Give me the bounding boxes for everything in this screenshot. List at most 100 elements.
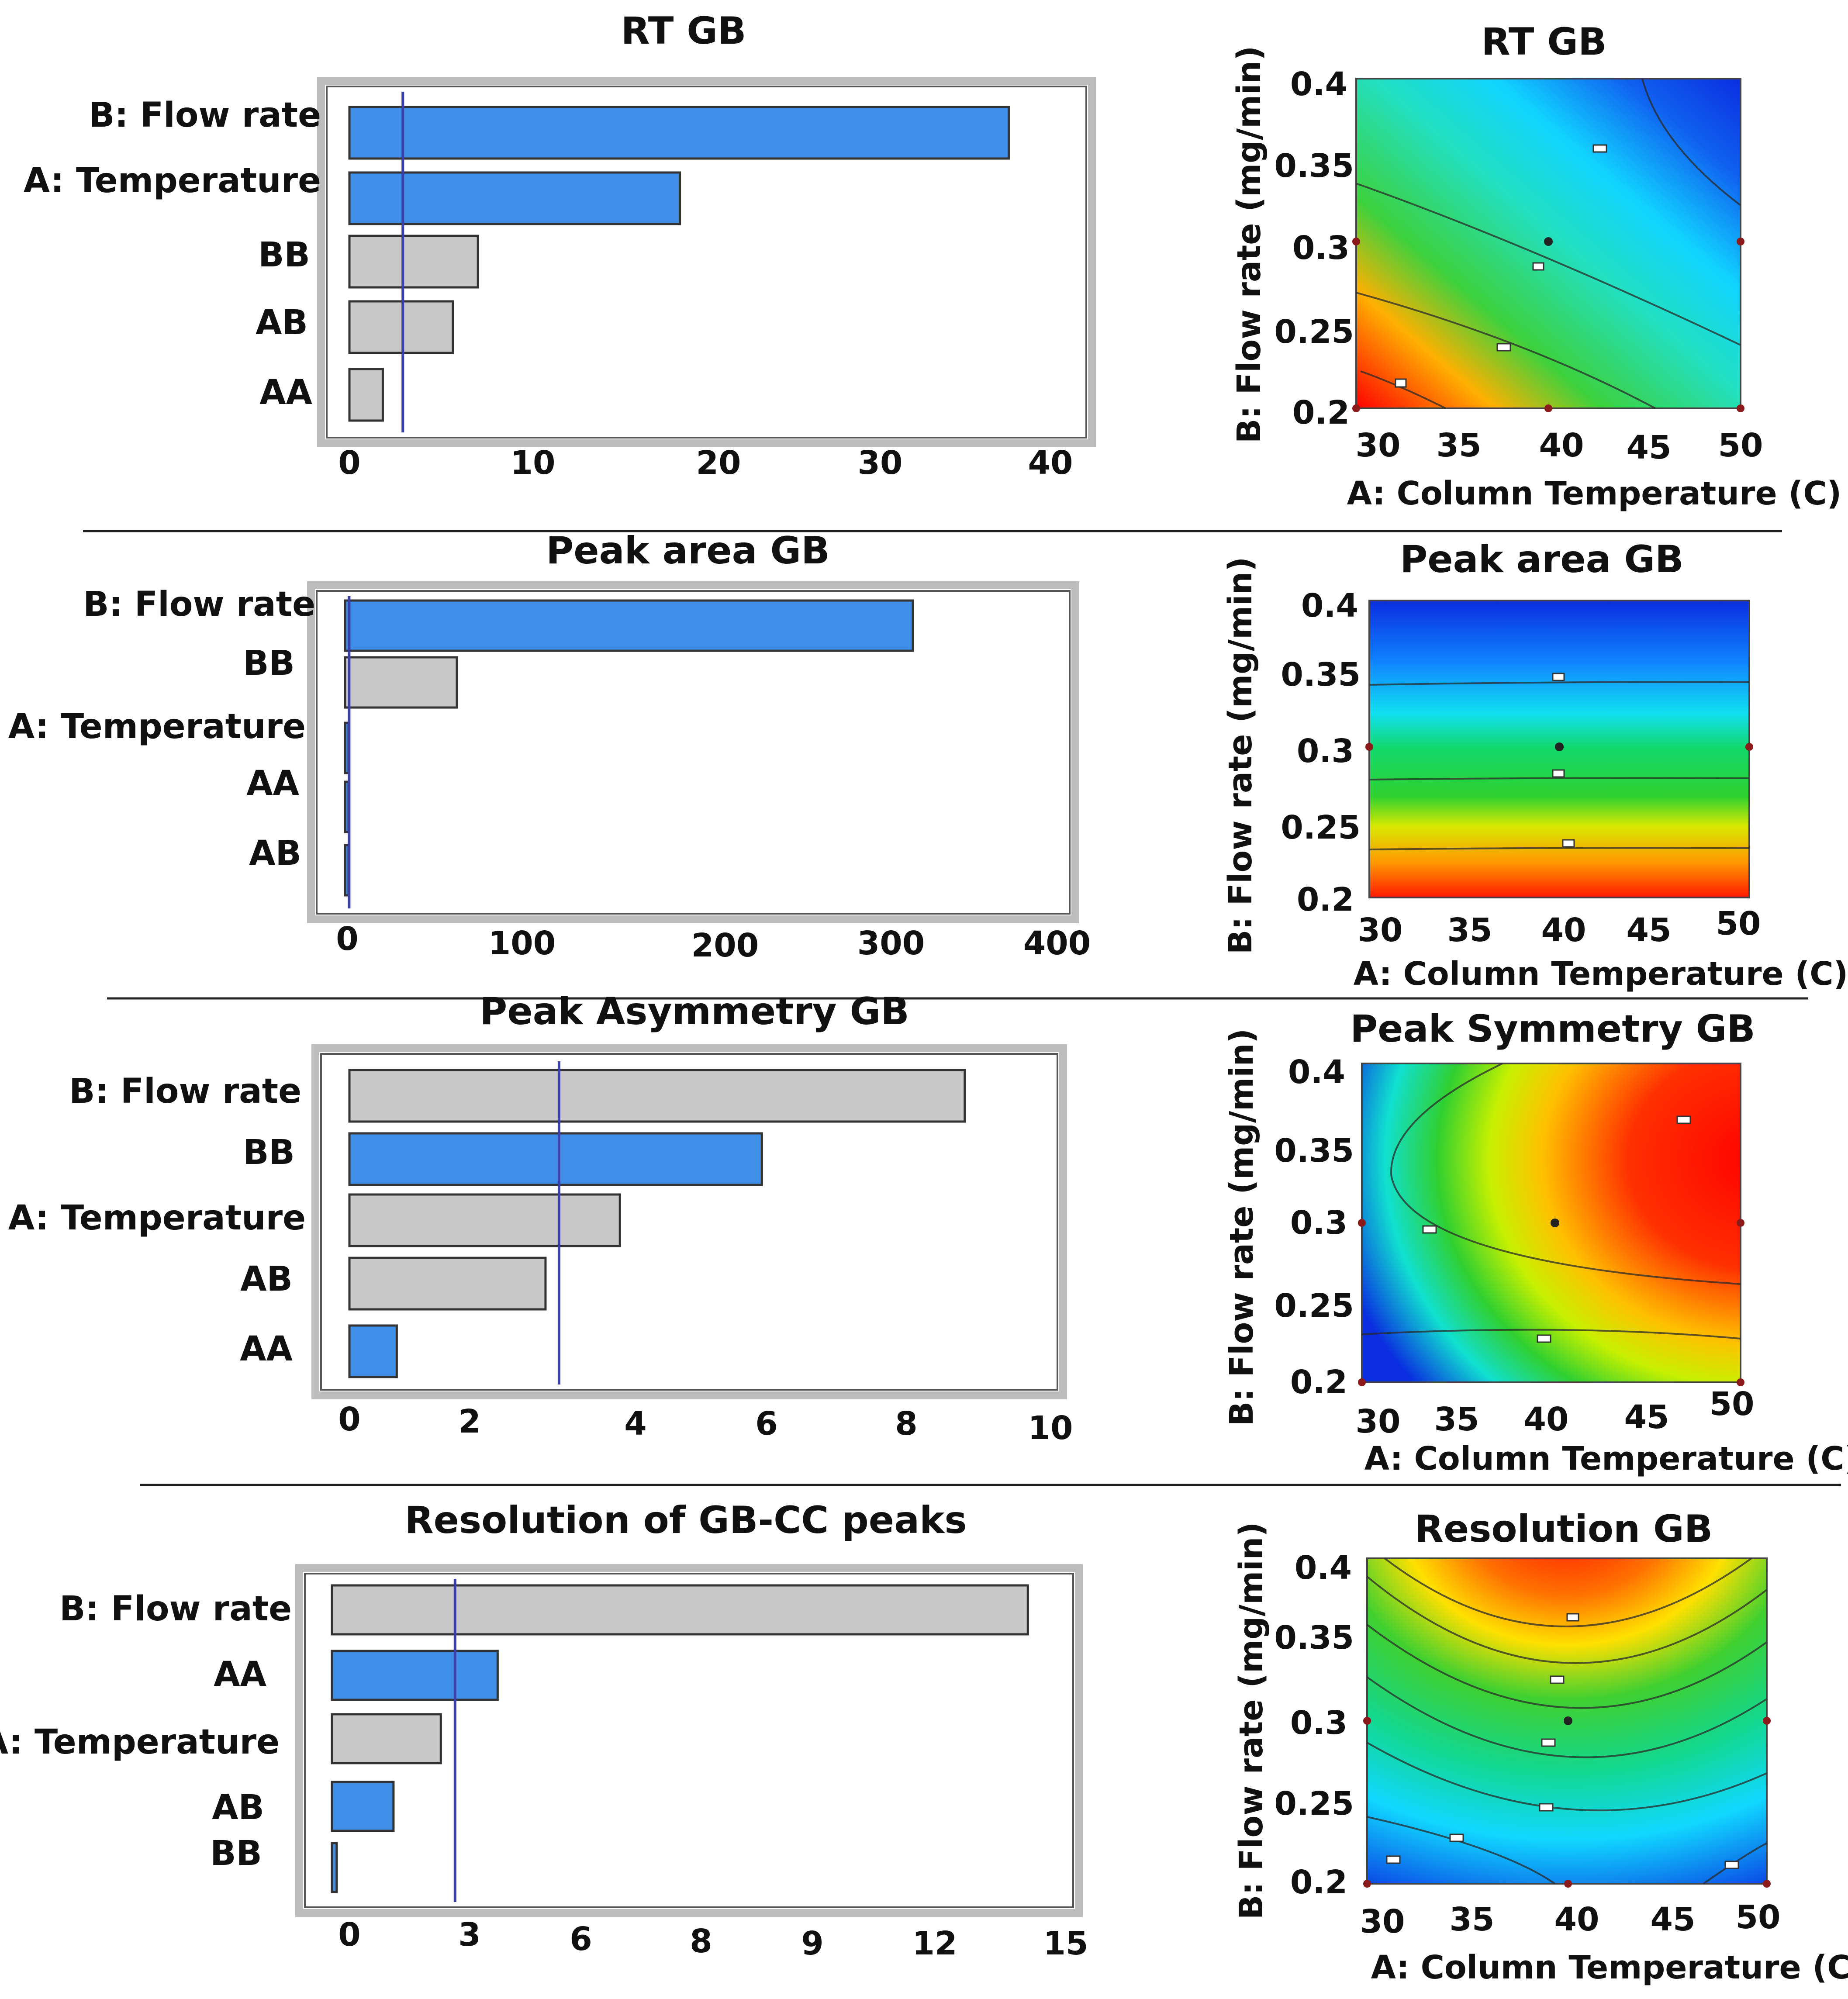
term-label: B: Flow rate [83, 585, 315, 624]
x-tick-label: 35 [1434, 1401, 1479, 1438]
bars [331, 1579, 1029, 1902]
pareto-bar [348, 235, 479, 289]
y-tick-label: 0.3 [1292, 229, 1350, 267]
x-tick-label: 40 [1539, 427, 1584, 464]
pareto-bar [348, 106, 1010, 160]
design-points [1352, 144, 1744, 412]
contour-lines [1366, 1557, 1768, 1885]
plot-border [320, 1053, 1058, 1391]
contour-lines [1361, 1063, 1741, 1340]
pareto-title: Peak Asymmetry GB [480, 990, 909, 1033]
contour-plot-rt-gb: RT GB 0.4 0.35 0.3 0.25 0.2 30 35 40 45 [1230, 20, 1841, 512]
tick-label: 4 [624, 1405, 647, 1443]
term-label: AA [246, 764, 299, 803]
term-label: A: Temperature [0, 1723, 280, 1762]
pareto-title: Peak area GB [546, 529, 829, 573]
contour-title: Peak Symmetry GB [1350, 1007, 1755, 1051]
x-tick-label: 45 [1627, 911, 1672, 949]
y-tick-label: 0.4 [1288, 1053, 1345, 1091]
bars [344, 596, 914, 908]
tick-label: 3 [458, 1916, 481, 1954]
pareto-title: RT GB [621, 9, 746, 53]
y-tick-label: 0.35 [1274, 147, 1354, 185]
tick-label: 10 [1028, 1409, 1073, 1447]
y-tick-label: 0.25 [1274, 313, 1354, 351]
pareto-bar [348, 1324, 398, 1378]
term-label: B: Flow rate [59, 1589, 292, 1629]
x-tick-label: 40 [1541, 911, 1586, 949]
x-tick-label: 45 [1624, 1398, 1669, 1436]
pareto-title: Resolution of GB-CC peaks [404, 1498, 967, 1542]
x-tick-label: 35 [1447, 911, 1492, 949]
x-tick-label: 30 [1360, 1903, 1405, 1940]
pareto-chart-rt-gb: RT GB B: Flow rate A: Temperature BB AB … [24, 9, 1096, 482]
x-tick-label: 40 [1554, 1901, 1599, 1938]
tick-label: 40 [1028, 444, 1073, 482]
y-axis-label: B: Flow rate (mg/min) [1233, 1522, 1270, 1920]
x-tick-label: 50 [1718, 427, 1763, 464]
term-label: A: Temperature [24, 161, 321, 200]
term-label: B: Flow rate [89, 96, 321, 135]
x-axis-label: A: Column Temperature (C) [1364, 1440, 1848, 1478]
term-label: AA [240, 1329, 293, 1369]
tick-label: 8 [895, 1405, 918, 1443]
pareto-bar [348, 171, 681, 225]
bars [348, 92, 1010, 432]
tick-label: 12 [912, 1925, 957, 1962]
y-tick-label: 0.3 [1290, 1704, 1347, 1742]
y-tick-label: 0.2 [1292, 394, 1350, 432]
bars [348, 1061, 966, 1384]
y-tick-label: 0.3 [1297, 732, 1354, 770]
y-tick-label: 0.2 [1290, 1364, 1347, 1401]
tick-label: 10 [511, 444, 556, 482]
pareto-bar [344, 656, 458, 709]
plot-border [326, 86, 1087, 438]
plot-border [304, 1573, 1074, 1908]
term-label: BB [258, 235, 310, 275]
y-tick-label: 0.25 [1274, 1785, 1354, 1823]
pareto-bar [348, 300, 454, 354]
contour-plot-resolution-gb: Resolution GB 0.4 0.35 [1233, 1507, 1848, 1986]
y-tick-label: 0.4 [1290, 66, 1347, 103]
design-points [1358, 1115, 1744, 1386]
x-tick-label: 40 [1524, 1401, 1569, 1438]
pareto-bar [348, 1132, 763, 1186]
tick-label: 9 [801, 1925, 824, 1962]
contour-plot-peak-area-gb: Peak area GB 0.4 0.35 0.3 0.25 0.2 30 35… [1222, 538, 1848, 993]
contour-lines [1369, 681, 1750, 850]
term-label: A: Temperature [8, 1198, 306, 1238]
contour-title: Peak area GB [1400, 538, 1683, 581]
x-tick-label: 50 [1716, 905, 1761, 943]
pareto-chart-peak-asymmetry-gb: Peak Asymmetry GB B: Flow rate BB A: Tem… [8, 990, 1073, 1447]
x-tick-label: 35 [1437, 427, 1482, 464]
pareto-bar [348, 1257, 547, 1311]
y-tick-label: 0.4 [1301, 587, 1358, 625]
tick-label: 6 [570, 1920, 592, 1958]
y-axis-label: B: Flow rate (mg/min) [1222, 557, 1259, 954]
contour-plot-peak-symmetry-gb: Peak Symmetry GB 0.4 0.35 0.3 0.25 0.2 3… [1223, 1007, 1848, 1478]
x-tick-label: 45 [1651, 1901, 1696, 1938]
tick-label: 300 [857, 925, 925, 962]
y-tick-label: 0.25 [1274, 1287, 1354, 1325]
y-axis-label: B: Flow rate (mg/min) [1223, 1029, 1261, 1426]
term-label: AB [249, 834, 301, 873]
tick-label: 400 [1023, 925, 1091, 962]
y-tick-label: 0.3 [1290, 1204, 1347, 1242]
plot-border [316, 590, 1071, 915]
pareto-bar [331, 1584, 1029, 1636]
contour-lines [1356, 78, 1741, 409]
term-label: AA [214, 1655, 266, 1694]
y-tick-label: 0.2 [1297, 881, 1354, 918]
term-label: BB [210, 1834, 262, 1873]
tick-label: 20 [696, 444, 741, 482]
tick-label: 2 [458, 1403, 481, 1440]
y-tick-label: 0.25 [1281, 809, 1361, 846]
pareto-bar [344, 599, 914, 652]
tick-label: 200 [691, 927, 759, 964]
contour-title: Resolution GB [1415, 1507, 1713, 1551]
term-label: BB [243, 644, 295, 683]
x-tick-label: 45 [1627, 429, 1672, 466]
pareto-chart-resolution-gb-cc: Resolution of GB-CC peaks B: Flow rate A… [0, 1498, 1088, 1962]
x-axis-label: A: Column Temperature (C) [1347, 475, 1842, 512]
